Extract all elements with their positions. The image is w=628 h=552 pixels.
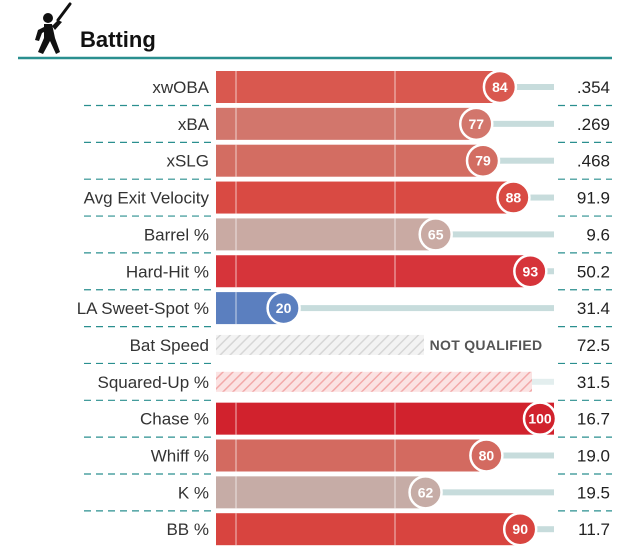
- row-value: 31.4: [577, 299, 610, 318]
- percentile-track: [513, 194, 554, 201]
- row-label: LA Sweet-Spot %: [77, 299, 209, 318]
- percentile-marker: [522, 401, 558, 436]
- percentile-label: 77: [468, 116, 484, 132]
- row-value: .354: [577, 78, 610, 97]
- percentile-track: [435, 231, 554, 238]
- percentile-label: 20: [276, 300, 292, 316]
- row-value: .269: [577, 115, 610, 134]
- row-value: 19.0: [577, 447, 610, 466]
- not-qualified-label: NOT QUALIFIED: [430, 337, 543, 353]
- percentile-marker: [408, 475, 443, 510]
- row-label: xSLG: [166, 152, 209, 171]
- percentile-marker: [266, 290, 301, 326]
- percentile-marker: [502, 511, 538, 547]
- row-label: Whiff %: [151, 447, 209, 466]
- row-label: BB %: [166, 520, 209, 539]
- row-value: 31.5: [577, 373, 610, 392]
- percentile-track: [476, 120, 554, 127]
- row-label: Hard-Hit %: [126, 262, 209, 281]
- percentile-track: [532, 378, 554, 385]
- chart-rows: xwOBA .354 84 xBA .269 77 xSLG .468 79 Avg Exit V…: [77, 69, 612, 547]
- row-value: 72.5: [577, 336, 610, 355]
- batter-silhouette-icon: [35, 2, 72, 54]
- row-label: K %: [178, 483, 209, 502]
- percentile-marker: [469, 438, 504, 473]
- row-label: xwOBA: [152, 78, 209, 97]
- percentile-track: [499, 84, 554, 90]
- section-title: Batting: [80, 27, 156, 52]
- percentile-label: 80: [479, 448, 495, 464]
- row-label: xBA: [178, 115, 210, 134]
- percentile-label: 62: [418, 484, 434, 500]
- row-value: 19.5: [577, 483, 610, 502]
- percentile-bar: [216, 218, 436, 251]
- row-label: Chase %: [140, 410, 209, 429]
- row-label: Bat Speed: [130, 336, 209, 355]
- percentile-bar: [216, 71, 500, 103]
- percentile-bar: [216, 144, 484, 177]
- row-value: 16.7: [577, 410, 610, 429]
- percentile-marker: [482, 69, 518, 105]
- percentile-track: [483, 157, 554, 164]
- percentile-marker: [465, 143, 501, 178]
- percentile-track: [486, 452, 554, 459]
- percentile-label: 84: [492, 79, 508, 95]
- row-value: 50.2: [577, 262, 610, 281]
- percentile-track: [283, 305, 554, 312]
- percentile-label: 90: [512, 521, 528, 537]
- not-qualified-hatch: [216, 334, 424, 355]
- percentile-marker: [459, 106, 494, 142]
- percentile-bar: [216, 181, 514, 214]
- percentile-bar: [216, 513, 521, 546]
- row-label: Avg Exit Velocity: [84, 189, 210, 208]
- percentile-marker: [513, 254, 548, 289]
- row-label: Barrel %: [144, 225, 209, 244]
- percentile-label: 79: [475, 153, 491, 169]
- row-label: Squared-Up %: [97, 373, 209, 392]
- row-value: 91.9: [577, 189, 610, 208]
- row-value: 9.6: [586, 225, 610, 244]
- percentile-label: 93: [523, 263, 539, 279]
- unavailable-hatch: [216, 371, 532, 392]
- percentile-label: 65: [428, 226, 444, 242]
- percentile-track: [425, 489, 554, 496]
- row-value: .468: [577, 152, 610, 171]
- percentile-bar: [216, 402, 554, 435]
- percentile-marker: [496, 180, 531, 215]
- row-value: 11.7: [578, 520, 610, 539]
- percentile-label: 100: [528, 411, 552, 427]
- percentile-bar: [216, 107, 477, 140]
- percentile-marker: [418, 217, 453, 252]
- percentile-bar: [216, 439, 487, 472]
- percentile-label: 88: [506, 190, 522, 206]
- percentile-bar: [216, 255, 531, 288]
- percentile-bar: [216, 476, 426, 509]
